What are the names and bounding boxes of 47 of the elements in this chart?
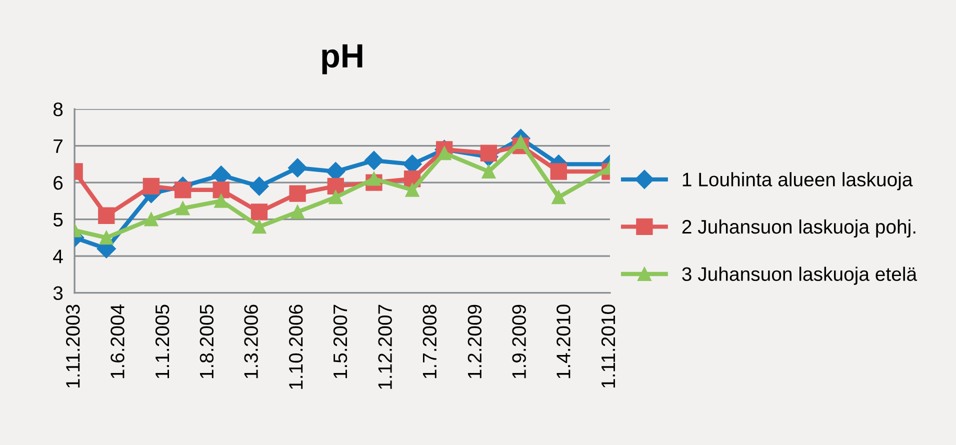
- x-tick-label: 1.6.2004: [110, 304, 124, 378]
- point: [364, 150, 384, 170]
- x-tick-label: 1.5.2007: [333, 304, 348, 378]
- legend-label: 1 Louhinta alueen laskuoja: [682, 172, 913, 190]
- x-tick-label: 1.4.2010: [556, 304, 570, 378]
- x-tick-label: 1.12.2007: [378, 304, 392, 389]
- x-tick-label: 1.3.2006: [244, 304, 258, 378]
- point: [142, 178, 160, 195]
- y-tick-label: 8: [53, 102, 63, 116]
- point: [290, 205, 304, 219]
- point: [144, 212, 158, 226]
- point: [514, 135, 528, 150]
- y-tick-label: 3: [53, 286, 63, 300]
- x-tick-label: 1.11.2010: [601, 304, 616, 388]
- point: [482, 164, 496, 178]
- point: [550, 163, 567, 180]
- x-tick-label: 1.10.2006: [289, 304, 303, 389]
- x-tick-label: 1.8.2005: [200, 304, 214, 378]
- legend-label: 2 Juhansuon laskuoja pohj.: [682, 219, 916, 238]
- point: [288, 158, 308, 178]
- point: [98, 207, 115, 224]
- point: [250, 176, 269, 196]
- point: [212, 182, 230, 198]
- legend-label: 3 Juhansuon laskuoja etelä: [682, 266, 918, 285]
- point: [289, 185, 306, 202]
- chart-title: pH: [322, 44, 362, 74]
- point: [405, 182, 420, 197]
- point: [214, 194, 228, 208]
- y-tick-label: 4: [53, 250, 63, 264]
- x-tick-label: 1.9.2009: [512, 304, 526, 378]
- y-tick-label: 6: [54, 176, 63, 190]
- point: [176, 201, 190, 216]
- point: [552, 190, 566, 204]
- point: [250, 204, 268, 220]
- point: [174, 182, 192, 198]
- point: [437, 146, 452, 160]
- point: [480, 144, 498, 162]
- x-tick-label: 1.11.2003: [66, 304, 80, 388]
- point: [99, 230, 114, 245]
- x-tick-label: 1.1.2005: [155, 304, 170, 378]
- point: [328, 190, 343, 204]
- y-tick-label: 7: [54, 139, 62, 153]
- point: [252, 220, 266, 234]
- y-tick-label: 5: [53, 212, 63, 227]
- x-tick-label: 1.2.2009: [468, 304, 482, 378]
- point: [367, 172, 381, 186]
- x-tick-label: 1.7.2008: [422, 304, 437, 378]
